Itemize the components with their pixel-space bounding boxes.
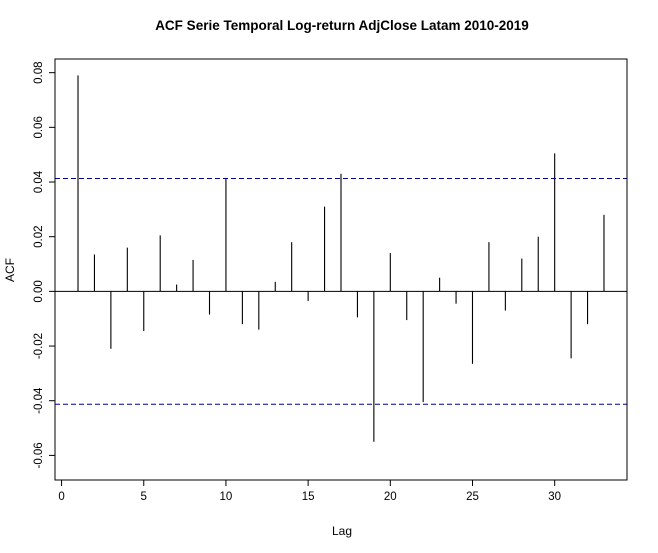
y-axis-label: ACF <box>3 258 17 282</box>
x-tick-label: 20 <box>384 491 397 503</box>
chart-title: ACF Serie Temporal Log-return AdjClose L… <box>155 18 529 33</box>
x-tick-label: 25 <box>466 491 479 503</box>
acf-bars <box>55 75 627 442</box>
y-tick-label: 0.00 <box>33 280 45 302</box>
plot-frame <box>54 58 628 481</box>
x-tick-label: 10 <box>220 491 233 503</box>
x-axis-label: Lag <box>332 524 352 538</box>
y-tick-label: 0.06 <box>33 116 45 138</box>
y-tick-label: -0.04 <box>33 387 45 414</box>
x-tick-label: 30 <box>548 491 561 503</box>
y-tick-label: -0.02 <box>33 333 45 359</box>
y-tick-label: 0.08 <box>33 61 45 83</box>
x-tick-label: 0 <box>58 491 64 503</box>
confidence-bounds <box>55 177 627 405</box>
y-tick-label: -0.06 <box>33 442 45 468</box>
x-axis: 0 5 10 15 20 25 30 <box>58 479 561 503</box>
x-tick-label: 15 <box>302 491 315 503</box>
y-axis: -0.06 -0.04 -0.02 0.00 0.02 0.04 0.06 0.08 <box>33 61 56 469</box>
x-tick-label: 5 <box>141 491 147 503</box>
y-tick-label: 0.04 <box>33 170 45 193</box>
y-tick-label: 0.02 <box>33 225 45 247</box>
